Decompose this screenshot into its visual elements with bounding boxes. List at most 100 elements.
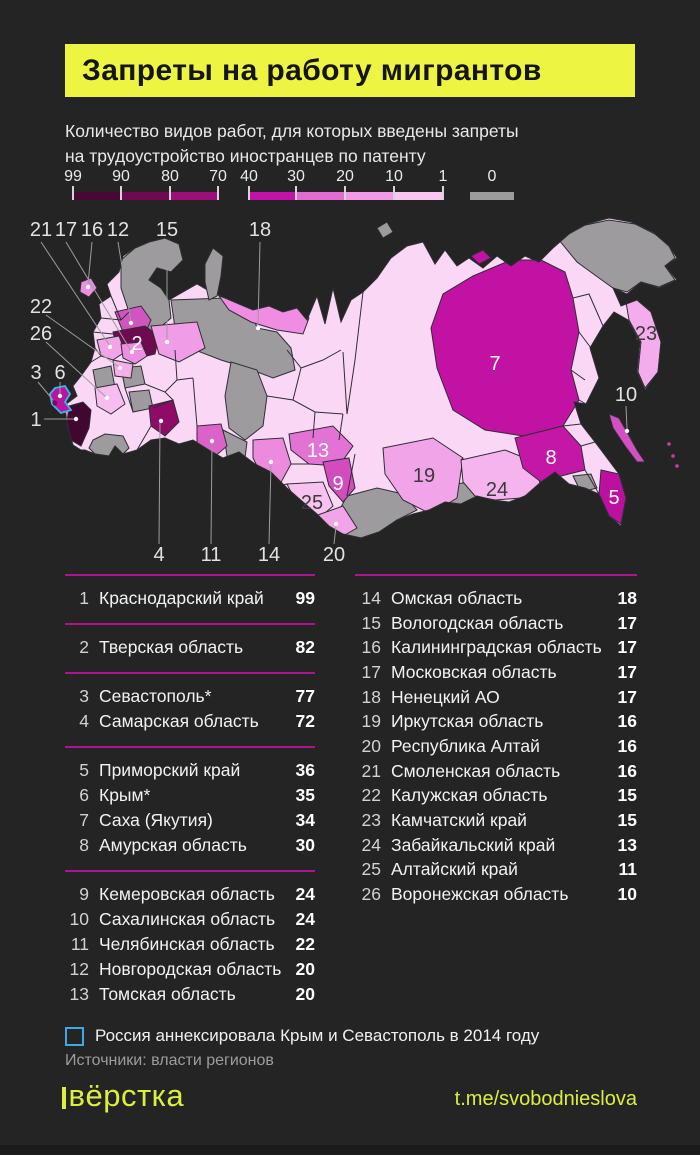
region-row: 2 Тверская область 82 — [65, 635, 315, 660]
legend-segment — [297, 192, 344, 200]
region-value: 82 — [295, 637, 315, 657]
map-label-11: 11 — [201, 544, 222, 566]
map-coastline — [64, 217, 678, 539]
region-row: 11 Челябинская область 22 — [65, 932, 315, 957]
map-label-25: 25 — [301, 492, 323, 514]
region-name: Ненецкий АО — [391, 686, 500, 707]
region-name: Челябинская область — [99, 934, 275, 954]
map-region-4-samara — [148, 399, 180, 437]
region-value: 17 — [617, 612, 637, 633]
region-name: Смоленская область — [391, 760, 561, 781]
region-value: 72 — [295, 711, 315, 731]
region-list-right: 14 Омская область 18 15 Вологодская обла… — [355, 574, 637, 907]
list-separator — [65, 574, 315, 576]
map-label-10: 10 — [615, 384, 637, 406]
region-name: Омская область — [391, 587, 523, 608]
annexation-marker-icon — [65, 1027, 84, 1046]
legend-tick: 30 — [287, 168, 305, 185]
legend-tick-mark — [442, 186, 444, 200]
subtitle-line1: Количество видов работ, для которых введ… — [65, 121, 519, 141]
region-rank: 14 — [361, 587, 381, 608]
region-rank: 18 — [361, 686, 381, 707]
region-value: 35 — [295, 785, 315, 805]
region-name: Приморский край — [99, 760, 241, 780]
region-row: 21 Смоленская область 16 — [355, 759, 637, 784]
map-label-20: 20 — [323, 544, 345, 566]
region-rank: 7 — [79, 810, 89, 830]
region-name: Кемеровская область — [99, 884, 275, 904]
map-label-1: 1 — [30, 409, 41, 431]
region-rank: 19 — [361, 711, 381, 732]
map-region-1-krasnodar — [66, 401, 92, 447]
list-separator — [355, 574, 637, 576]
region-value: 17 — [617, 661, 637, 682]
region-row: 7 Саха (Якутия) 34 — [65, 808, 315, 833]
region-rank: 20 — [361, 735, 381, 756]
logo-text: вёрстка — [68, 1078, 185, 1113]
legend-segment — [346, 192, 393, 200]
region-rank: 11 — [70, 934, 89, 954]
region-name: Крым* — [99, 785, 151, 805]
legend-tick-mark — [248, 186, 250, 200]
map-number-labels: 21 17 16 12 15 18 22 26 3 6 1 4 11 14 20… — [30, 219, 657, 566]
region-name: Алтайский край — [391, 859, 518, 880]
map-label-17: 17 — [55, 219, 77, 241]
legend-tick: 70 — [209, 168, 227, 185]
telegram-link[interactable]: t.me/svobodnieslova — [454, 1088, 637, 1110]
region-row: 3 Севастополь* 77 — [65, 684, 315, 709]
subtitle-line2: на трудоустройство иностранцев по патент… — [65, 146, 426, 166]
legend-tick-mark — [169, 186, 171, 200]
region-rank: 17 — [361, 661, 381, 682]
region-rank: 6 — [79, 785, 89, 805]
region-row: 1 Краснодарский край 99 — [65, 586, 315, 611]
map-label-7: 7 — [489, 353, 500, 375]
region-value: 15 — [617, 785, 637, 806]
map-label-4: 4 — [153, 544, 164, 566]
legend-tick: 10 — [385, 168, 403, 185]
region-row: 15 Вологодская область 17 — [355, 611, 637, 636]
region-name: Московская область — [391, 661, 557, 682]
legend-tick: 90 — [112, 168, 130, 185]
region-name: Самарская область — [99, 711, 259, 731]
map-label-24: 24 — [486, 479, 508, 501]
map-region-10-sakhalin — [608, 413, 646, 463]
map-label-8: 8 — [545, 447, 556, 469]
region-name: Республика Алтай — [391, 735, 540, 756]
region-value: 10 — [617, 884, 637, 905]
legend-tick: 20 — [336, 168, 354, 185]
region-row: 22 Калужская область 15 — [355, 784, 637, 809]
legend-tick-mark — [217, 186, 219, 200]
region-value: 20 — [295, 959, 315, 979]
region-row: 17 Московская область 17 — [355, 660, 637, 685]
region-row: 6 Крым* 35 — [65, 783, 315, 808]
region-value: 30 — [295, 835, 315, 855]
region-row: 5 Приморский край 36 — [65, 758, 315, 783]
logo-bar-icon — [62, 1087, 66, 1109]
legend-tick: 80 — [161, 168, 179, 185]
region-row: 13 Томская область 20 — [65, 982, 315, 1007]
region-rank: 22 — [361, 785, 381, 806]
map-region-17-moscow — [120, 341, 148, 365]
map-islands — [79, 221, 679, 468]
region-rank: 24 — [361, 834, 381, 855]
map-label-22: 22 — [30, 296, 52, 318]
region-name: Вологодская область — [391, 612, 564, 633]
region-rank: 4 — [79, 711, 89, 731]
legend-segment — [74, 192, 120, 200]
region-rank: 9 — [79, 884, 89, 904]
region-name: Калужская область — [391, 785, 548, 806]
map-label-14: 14 — [258, 544, 280, 566]
region-list-left: 1 Краснодарский край 99 2 Тверская облас… — [65, 574, 315, 1019]
region-row: 9 Кемеровская область 24 — [65, 882, 315, 907]
map-label-26: 26 — [30, 323, 52, 345]
russia-choropleth-map: 21 17 16 12 15 18 22 26 3 6 1 4 11 14 20… — [25, 200, 685, 570]
source-line: Источники: власти регионов — [65, 1052, 274, 1069]
region-rank: 15 — [361, 612, 381, 633]
region-value: 18 — [617, 587, 637, 608]
map-label-16: 16 — [81, 219, 103, 241]
region-value: 20 — [295, 984, 315, 1004]
list-separator — [65, 746, 315, 748]
region-value: 77 — [295, 686, 315, 706]
legend-tick-mark — [120, 186, 122, 200]
legend-tick: 1 — [438, 168, 448, 185]
